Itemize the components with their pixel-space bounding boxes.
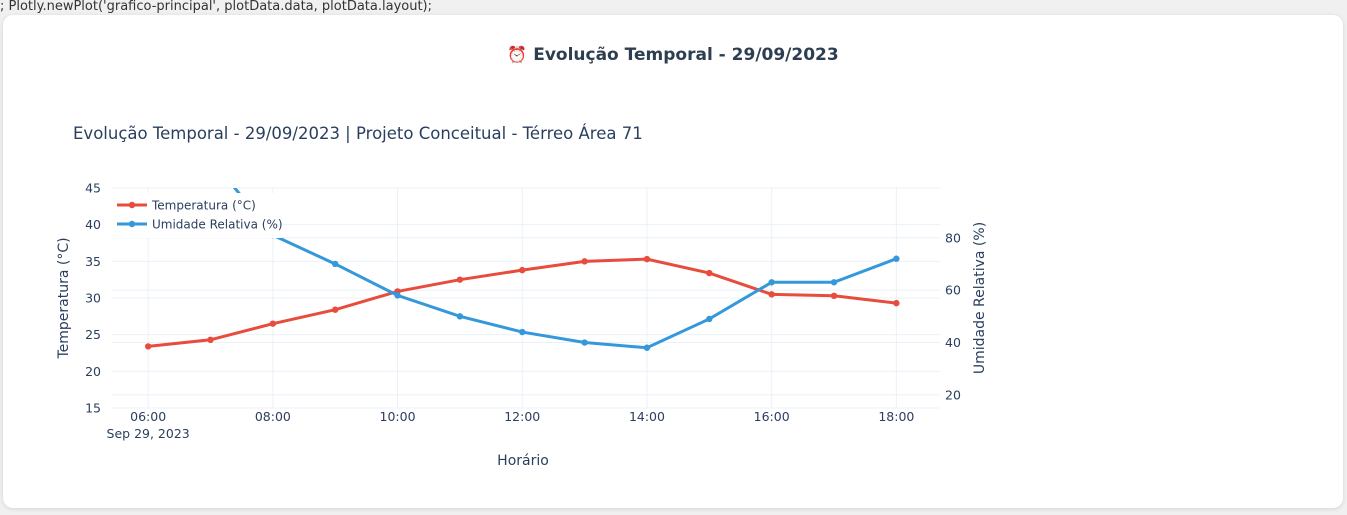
x-tick-label: 08:00: [255, 409, 291, 424]
data-point: [830, 292, 838, 299]
y-axis-title: Temperatura (°C): [56, 237, 72, 359]
data-point: [456, 276, 464, 283]
data-point: [768, 279, 775, 286]
data-point: [893, 299, 900, 307]
data-point: [706, 269, 713, 277]
y-tick-label: 40: [85, 217, 101, 232]
data-point: [581, 258, 588, 265]
y-tick-label: 25: [85, 327, 101, 342]
data-point: [706, 315, 713, 323]
data-point: [643, 344, 651, 351]
y-tick-label: 20: [85, 364, 101, 379]
legend-label: Temperatura (°C): [151, 199, 256, 213]
card-title-text: Evolução Temporal - 29/09/2023: [533, 45, 839, 65]
data-point: [519, 328, 526, 336]
data-point: [830, 279, 838, 286]
y-tick-label: 15: [85, 401, 101, 416]
y-tick-label: 35: [85, 254, 101, 269]
x-axis-title: Horário: [497, 453, 549, 469]
y2-tick-label: 40: [945, 335, 961, 350]
data-point: [332, 260, 339, 268]
card-title: ⏰ Evolução Temporal - 29/09/2023: [3, 45, 1343, 65]
legend-marker: [128, 201, 136, 209]
data-point: [768, 291, 775, 298]
y2-tick-label: 80: [945, 230, 961, 245]
data-point: [394, 292, 401, 299]
data-point: [269, 320, 277, 327]
x-tick-label: 18:00: [878, 409, 914, 424]
x-tick-label: 10:00: [380, 409, 416, 424]
x-tick-label: 14:00: [629, 409, 665, 424]
data-point: [893, 255, 900, 262]
y2-axis-title: Umidade Relativa (%): [972, 222, 988, 374]
data-point: [519, 266, 526, 274]
chart-title: Evolução Temporal - 29/09/2023 | Projeto…: [73, 124, 643, 143]
y2-tick-label: 60: [945, 283, 961, 298]
x-tick-label: 06:00: [130, 409, 166, 424]
series-line-1: [232, 188, 897, 350]
data-point: [643, 255, 651, 263]
legend-label: Umidade Relativa (%): [152, 218, 283, 232]
legend-marker: [128, 220, 136, 228]
alarm-clock-icon: ⏰: [507, 45, 528, 64]
x-tick-label: 12:00: [504, 409, 540, 424]
y-tick-label: 45: [85, 181, 101, 196]
data-point: [456, 313, 464, 320]
data-point: [144, 343, 152, 350]
data-point: [207, 336, 214, 343]
code-snippet-text: ; Plotly.newPlot('grafico-principal', pl…: [0, 0, 433, 14]
legend-box: [112, 193, 282, 238]
x-date-label: Sep 29, 2023: [107, 426, 190, 441]
data-point: [332, 306, 339, 313]
x-tick-label: 16:00: [754, 409, 790, 424]
y2-tick-label: 20: [945, 387, 961, 402]
data-point: [581, 339, 588, 346]
y-tick-label: 30: [85, 291, 101, 306]
